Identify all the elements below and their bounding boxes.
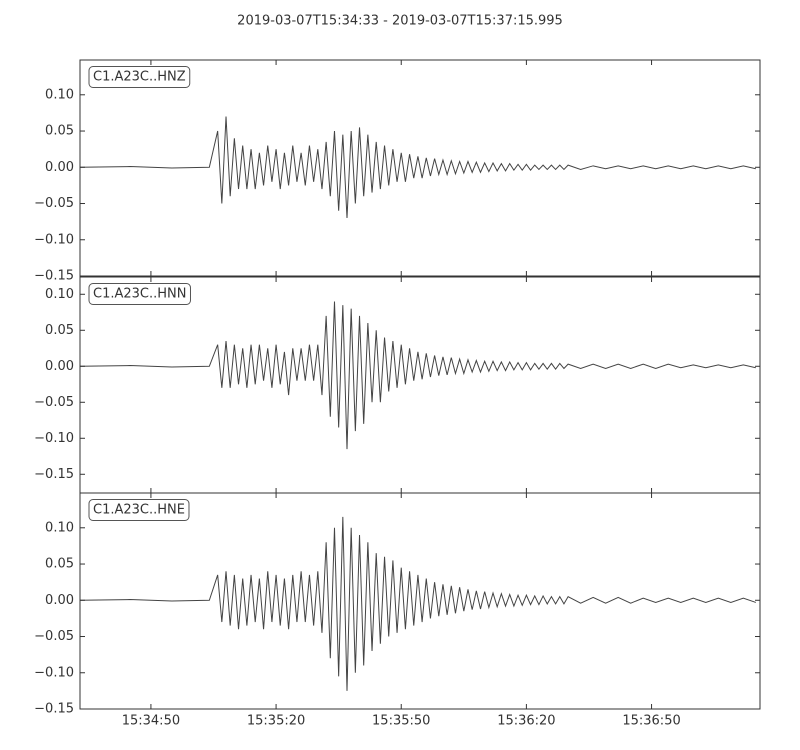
y-tick-label: −0.10 (34, 665, 74, 680)
trace-label: C1.A23C..HNN (93, 287, 186, 302)
panel-frame (79, 59, 761, 277)
y-tick-label: −0.15 (34, 702, 74, 717)
x-tick-label: 15:34:50 (122, 714, 180, 729)
y-tick-label: 0.10 (45, 87, 74, 102)
y-tick-label: −0.10 (34, 232, 74, 247)
x-tick-label: 15:35:20 (247, 714, 305, 729)
chart-title: 2019-03-07T15:34:33 - 2019-03-07T15:37:1… (237, 14, 563, 29)
y-tick-label: −0.10 (34, 431, 74, 446)
y-tick-label: 0.00 (45, 593, 74, 608)
y-tick-label: −0.05 (34, 196, 74, 211)
y-tick-label: 0.05 (45, 557, 74, 572)
y-tick-label: −0.05 (34, 395, 74, 410)
trace-label: C1.A23C..HNE (93, 503, 185, 518)
trace-label-box (88, 66, 191, 88)
y-tick-label: −0.15 (34, 269, 74, 284)
y-tick-label: 0.00 (45, 359, 74, 374)
y-tick-label: 0.00 (45, 160, 74, 175)
waveform (80, 516, 757, 691)
y-tick-label: −0.05 (34, 629, 74, 644)
trace-label-box (88, 283, 191, 305)
panel-frame (79, 492, 761, 710)
y-tick-label: 0.05 (45, 124, 74, 139)
x-tick-label: 15:35:50 (372, 714, 430, 729)
trace-label-box (88, 499, 190, 521)
waveform (80, 301, 756, 450)
x-tick-label: 15:36:20 (497, 714, 555, 729)
waveform (80, 116, 756, 219)
trace-label: C1.A23C..HNZ (93, 70, 186, 85)
x-tick-label: 15:36:50 (622, 714, 680, 729)
y-tick-label: 0.05 (45, 323, 74, 338)
y-tick-label: 0.10 (45, 520, 74, 535)
y-tick-label: 0.10 (45, 287, 74, 302)
y-tick-label: −0.15 (34, 467, 74, 482)
